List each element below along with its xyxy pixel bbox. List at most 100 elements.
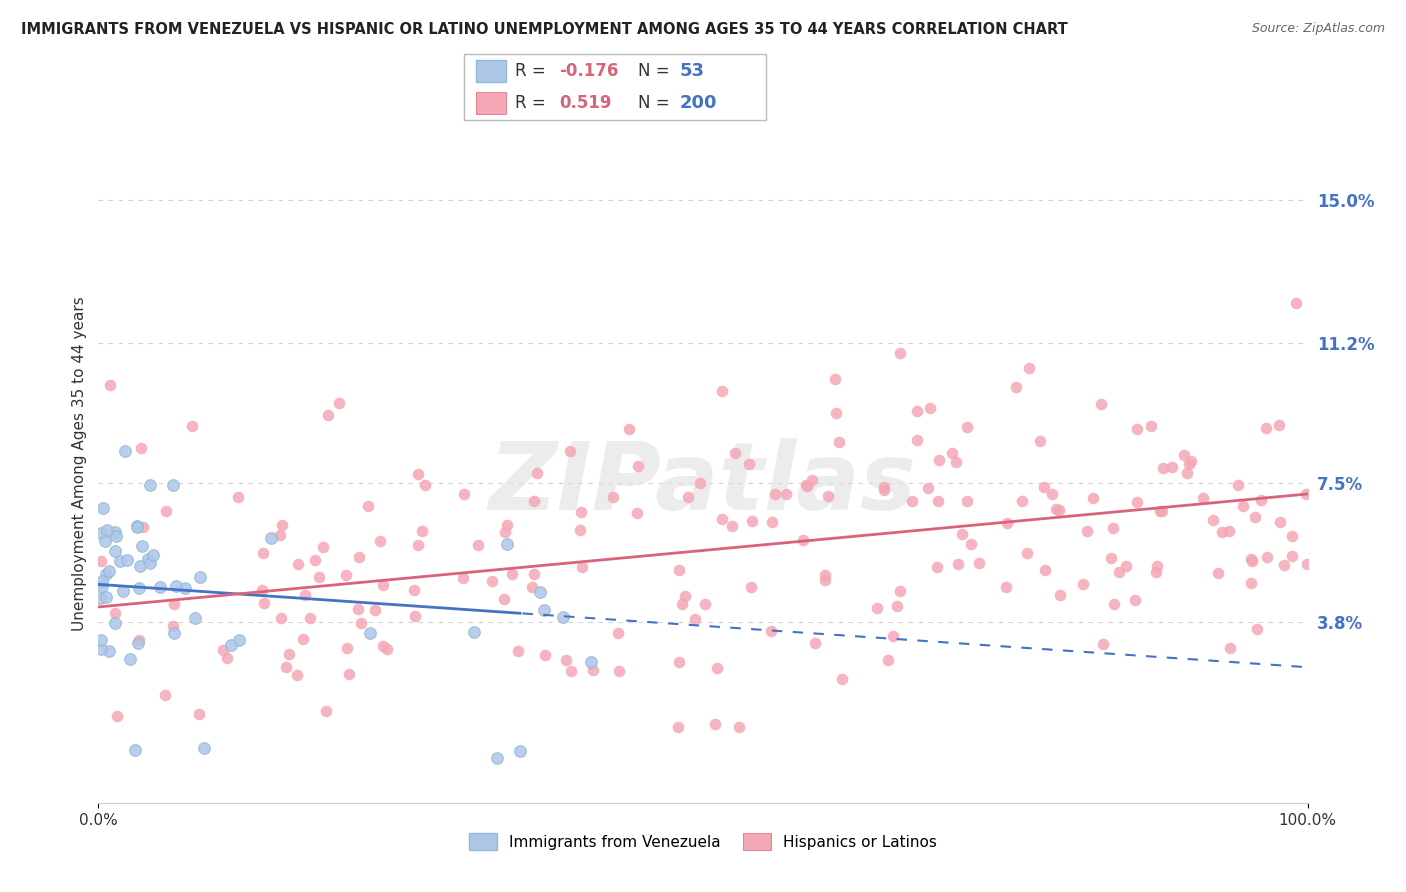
Point (1071, 577, 1094, 591)
Point (1092, 637, 1115, 651)
Point (463, 624, 485, 639)
Point (1180, 454, 1202, 468)
Point (406, 538, 429, 552)
Point (668, 564, 690, 578)
Point (994, 580, 1017, 594)
Point (1241, 554, 1264, 568)
Point (828, 435, 851, 450)
Point (413, 478, 436, 492)
Point (501, 566, 523, 581)
Point (90, 633, 112, 648)
Point (411, 524, 433, 538)
Point (1211, 525, 1233, 540)
Point (111, 583, 134, 598)
Point (1146, 559, 1168, 574)
Point (1017, 545, 1039, 559)
Point (96, 523, 118, 537)
Point (373, 639, 395, 653)
Point (368, 534, 391, 549)
Point (90, 641, 112, 656)
Point (114, 444, 136, 458)
Point (1126, 495, 1149, 509)
Point (128, 559, 150, 574)
Point (796, 479, 818, 493)
Point (917, 481, 939, 495)
Point (299, 611, 322, 625)
Point (523, 567, 546, 582)
Point (104, 524, 127, 539)
Point (138, 556, 160, 570)
Point (104, 529, 127, 543)
Point (115, 553, 138, 567)
Point (602, 490, 624, 504)
Point (1240, 552, 1263, 566)
Point (581, 663, 603, 677)
Point (948, 557, 970, 571)
Point (453, 487, 475, 501)
Point (761, 515, 783, 529)
Point (142, 548, 165, 562)
Point (287, 668, 309, 682)
Point (941, 446, 963, 460)
Point (813, 574, 835, 588)
Point (304, 553, 326, 567)
Point (1099, 551, 1122, 566)
Point (1076, 524, 1098, 538)
Point (336, 640, 359, 655)
Point (1149, 504, 1171, 518)
Bar (477, 92, 506, 114)
Point (1268, 515, 1291, 529)
Point (509, 744, 531, 758)
Point (496, 537, 519, 551)
Point (1296, 557, 1319, 571)
Text: -0.176: -0.176 (560, 62, 619, 80)
Point (155, 689, 177, 703)
Point (91, 500, 114, 515)
Point (813, 567, 835, 582)
Point (551, 610, 574, 624)
Point (349, 549, 371, 564)
Point (188, 707, 211, 722)
Point (877, 653, 900, 667)
Point (927, 494, 949, 508)
Text: R =: R = (516, 94, 551, 112)
Point (90, 526, 112, 541)
Point (801, 473, 824, 487)
Point (276, 659, 298, 673)
Point (824, 406, 846, 420)
Point (404, 609, 426, 624)
Point (627, 459, 650, 474)
Point (495, 517, 517, 532)
Point (1152, 461, 1174, 475)
Point (129, 442, 152, 456)
Point (1250, 492, 1272, 507)
Point (959, 536, 981, 550)
Point (626, 506, 648, 520)
Point (269, 527, 291, 541)
Text: 200: 200 (681, 94, 717, 112)
Point (1295, 487, 1317, 501)
Point (212, 643, 235, 657)
Point (132, 520, 155, 534)
Point (1267, 418, 1289, 433)
Point (873, 480, 896, 494)
Point (1243, 509, 1265, 524)
Point (741, 514, 763, 528)
Point (740, 581, 762, 595)
Point (316, 408, 339, 422)
Point (724, 446, 747, 460)
Point (1047, 503, 1070, 517)
Point (219, 638, 242, 652)
Point (689, 476, 711, 491)
FancyBboxPatch shape (464, 54, 766, 120)
Point (905, 433, 928, 447)
Point (607, 626, 630, 640)
Point (127, 519, 149, 533)
Point (180, 418, 202, 433)
Point (683, 612, 706, 626)
Point (162, 626, 184, 640)
Y-axis label: Unemployment Among Ages 35 to 44 years: Unemployment Among Ages 35 to 44 years (72, 296, 87, 632)
Point (228, 633, 250, 648)
Point (995, 516, 1018, 530)
Point (128, 633, 150, 648)
